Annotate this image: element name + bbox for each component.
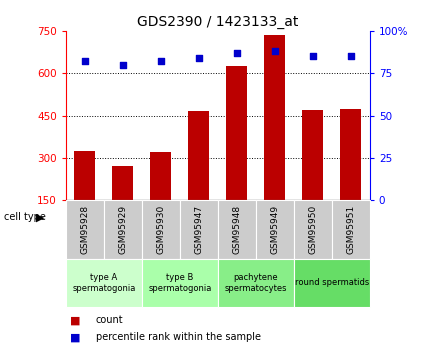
- Bar: [142, 259, 218, 307]
- Bar: [340, 109, 361, 200]
- Text: round spermatids: round spermatids: [295, 278, 369, 287]
- Bar: [227, 66, 247, 200]
- Text: cell type: cell type: [4, 213, 46, 222]
- Bar: [302, 110, 323, 200]
- Title: GDS2390 / 1423133_at: GDS2390 / 1423133_at: [137, 14, 298, 29]
- Text: pachytene
spermatocytes: pachytene spermatocytes: [224, 273, 287, 293]
- Bar: [218, 259, 294, 307]
- Bar: [180, 200, 218, 259]
- Point: [233, 50, 240, 56]
- Bar: [74, 151, 95, 200]
- Bar: [104, 200, 142, 259]
- Bar: [264, 35, 285, 200]
- Point: [82, 59, 88, 64]
- Point: [309, 53, 316, 59]
- Bar: [142, 200, 180, 259]
- Text: type B
spermatogonia: type B spermatogonia: [148, 273, 212, 293]
- Text: ■: ■: [70, 333, 81, 342]
- Text: ■: ■: [70, 315, 81, 325]
- Text: ▶: ▶: [36, 213, 45, 222]
- Bar: [150, 152, 171, 200]
- Bar: [332, 200, 370, 259]
- Text: GSM95928: GSM95928: [80, 205, 89, 254]
- Text: type A
spermatogonia: type A spermatogonia: [72, 273, 136, 293]
- Point: [119, 62, 126, 68]
- Text: GSM95929: GSM95929: [118, 205, 127, 254]
- Text: GSM95947: GSM95947: [194, 205, 203, 254]
- Point: [272, 49, 278, 54]
- Bar: [188, 111, 209, 200]
- Text: GSM95948: GSM95948: [232, 205, 241, 254]
- Bar: [294, 200, 332, 259]
- Bar: [112, 166, 133, 200]
- Text: GSM95949: GSM95949: [270, 205, 279, 254]
- Point: [196, 55, 202, 61]
- Point: [157, 59, 164, 64]
- Bar: [66, 259, 142, 307]
- Text: percentile rank within the sample: percentile rank within the sample: [96, 333, 261, 342]
- Text: GSM95950: GSM95950: [308, 205, 317, 254]
- Bar: [66, 200, 104, 259]
- Bar: [294, 259, 370, 307]
- Point: [347, 53, 354, 59]
- Bar: [256, 200, 294, 259]
- Text: GSM95930: GSM95930: [156, 205, 165, 254]
- Text: GSM95951: GSM95951: [346, 205, 355, 254]
- Text: count: count: [96, 315, 123, 325]
- Bar: [218, 200, 256, 259]
